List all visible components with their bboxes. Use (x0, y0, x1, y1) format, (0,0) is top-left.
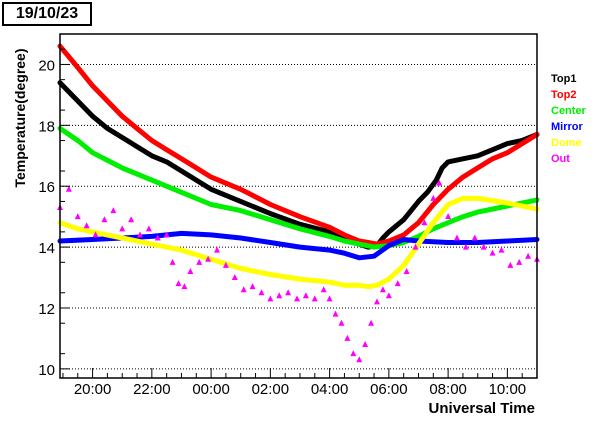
plot-frame (59, 33, 538, 379)
out-point (394, 280, 401, 287)
x-tick-label: 22:00 (133, 381, 171, 398)
out-point (302, 292, 309, 299)
out-point (214, 246, 221, 253)
y-axis: 10 12 14 16 18 20 (38, 48, 70, 379)
out-point (454, 234, 461, 241)
series-line (57, 195, 540, 290)
out-point (356, 356, 363, 363)
out-point (258, 289, 265, 296)
out-point (462, 243, 469, 250)
out-point (145, 225, 152, 232)
out-point (344, 334, 351, 341)
out-point (285, 289, 292, 296)
out-point (480, 243, 487, 250)
out-point (240, 286, 247, 293)
out-point (163, 231, 170, 238)
series-line (57, 230, 540, 261)
out-point (65, 185, 72, 192)
x-tick-label: 08:00 (429, 381, 467, 398)
out-point (445, 213, 452, 220)
series-center (57, 125, 540, 250)
out-point (231, 274, 238, 281)
out-point (320, 286, 327, 293)
x-tick-label: 20:00 (74, 381, 112, 398)
series-out (57, 179, 540, 363)
out-point (332, 310, 339, 317)
out-point (421, 219, 428, 226)
out-point (196, 258, 203, 265)
legend-entry-out: Out (551, 153, 570, 165)
out-point (181, 283, 188, 290)
out-point (128, 216, 135, 223)
out-point (471, 234, 478, 241)
out-point (507, 261, 514, 268)
out-point (74, 213, 81, 220)
y-tick-label: 10 (38, 362, 55, 379)
out-point (338, 319, 345, 326)
out-point (92, 231, 99, 238)
y-axis-label: Temperature(degree) (12, 48, 28, 187)
x-tick-label: 04:00 (311, 381, 349, 398)
x-axis-label: Universal Time (429, 400, 535, 417)
series-top2 (57, 43, 540, 247)
x-tick-label: 00:00 (192, 381, 230, 398)
out-point (362, 341, 369, 348)
out-point (276, 292, 283, 299)
out-point (175, 280, 182, 287)
y-tick-label: 16 (38, 179, 55, 196)
out-point (187, 267, 194, 274)
out-point (385, 292, 392, 299)
out-point (525, 252, 532, 259)
out-point (205, 255, 212, 262)
out-point (350, 350, 357, 357)
out-point (267, 295, 274, 302)
y-tick-label: 18 (38, 118, 55, 135)
out-point (101, 216, 108, 223)
y-tick-label: 14 (38, 240, 55, 257)
out-point (119, 225, 126, 232)
series-line (57, 125, 540, 250)
y-tick-label: 12 (38, 301, 55, 318)
legend-entry-center: Center (551, 105, 587, 117)
out-point (374, 298, 381, 305)
out-point (311, 295, 318, 302)
out-point (249, 283, 256, 290)
series-mirror (57, 230, 540, 261)
out-point (436, 179, 443, 186)
out-point (403, 267, 410, 274)
out-point (154, 234, 161, 241)
out-point (489, 249, 496, 256)
out-point (412, 243, 419, 250)
series-layer (57, 43, 540, 363)
out-point (83, 222, 90, 229)
out-point (498, 246, 505, 253)
out-point (136, 231, 143, 238)
out-point (110, 207, 117, 214)
legend: Top1 Top2 Center Mirror Dome Out (551, 73, 587, 165)
x-axis: 20:00 22:00 00:00 02:00 04:00 06:00 08:00 10:00 (62, 368, 538, 398)
out-point (430, 194, 437, 201)
series-line (57, 80, 540, 250)
legend-entry-mirror: Mirror (551, 121, 584, 133)
series-dome (57, 195, 540, 290)
legend-entry-top1: Top1 (551, 73, 576, 85)
x-tick-label: 06:00 (370, 381, 408, 398)
x-tick-label: 02:00 (252, 381, 290, 398)
legend-entry-dome: Dome (551, 137, 582, 149)
x-tick-label: 10:00 (489, 381, 527, 398)
y-tick-label: 20 (38, 57, 55, 74)
out-point (379, 286, 386, 293)
series-top1 (57, 80, 540, 250)
out-point (169, 258, 176, 265)
date-label: 19/10/23 (2, 2, 92, 26)
out-point (516, 258, 523, 265)
out-point (294, 295, 301, 302)
out-point (222, 261, 229, 268)
legend-entry-top2: Top2 (551, 89, 576, 101)
out-point (326, 295, 333, 302)
series-line (57, 43, 540, 247)
out-point (368, 319, 375, 326)
